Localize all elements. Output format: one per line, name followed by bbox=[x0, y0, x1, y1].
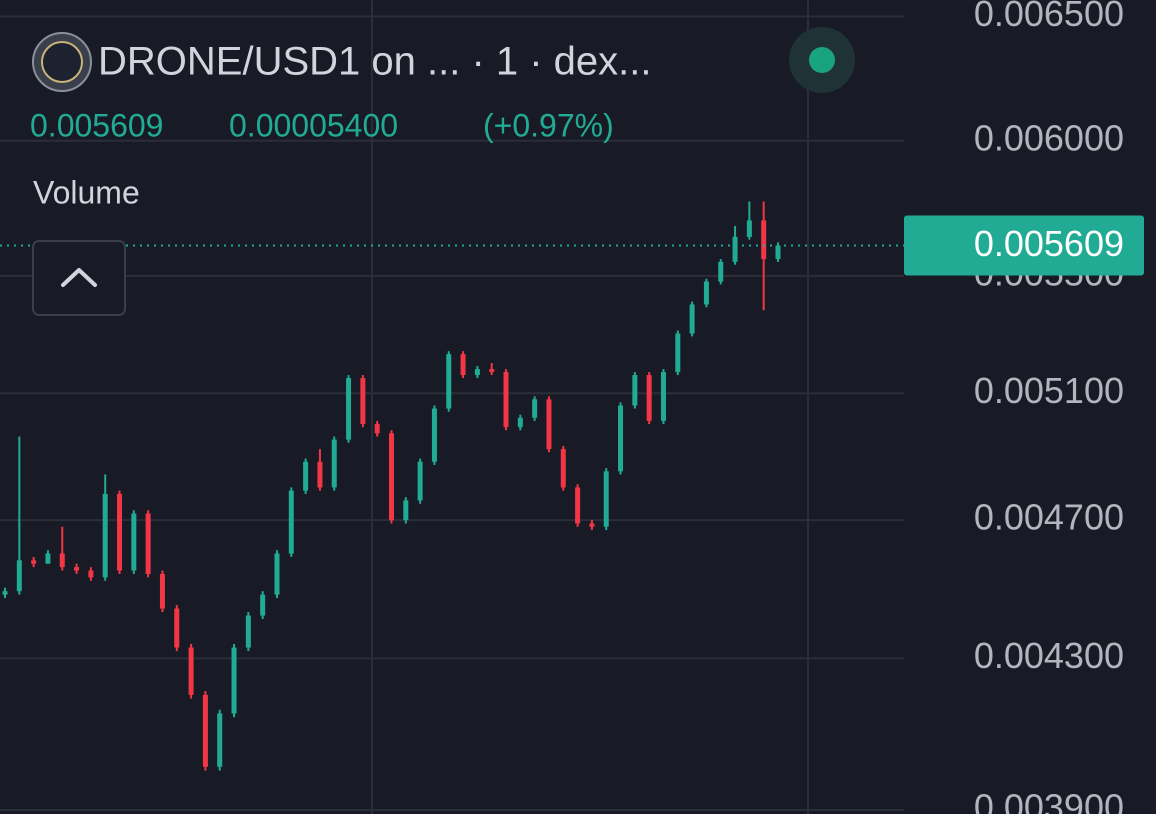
y-tick-label: 0.006000 bbox=[974, 117, 1124, 158]
last-price-badge bbox=[904, 215, 1144, 276]
candle-body bbox=[288, 490, 294, 554]
collapse-button[interactable] bbox=[32, 240, 126, 316]
price-change-percent: (+0.97%) bbox=[483, 107, 614, 143]
candle-body bbox=[174, 608, 180, 648]
candle-body bbox=[245, 615, 251, 648]
candle-body bbox=[145, 513, 151, 574]
last-price: 0.005609 bbox=[30, 107, 163, 143]
candle-body bbox=[632, 375, 638, 406]
price-change: 0.00005400 bbox=[229, 107, 398, 143]
candle-body bbox=[374, 424, 380, 434]
candle-body bbox=[117, 493, 123, 571]
candle-body bbox=[188, 647, 194, 695]
candles bbox=[2, 201, 781, 771]
candle-body bbox=[718, 261, 724, 282]
volume-label: Volume bbox=[33, 174, 140, 210]
candle-body bbox=[761, 220, 767, 260]
candle-body bbox=[660, 372, 666, 421]
candle-body bbox=[31, 560, 37, 564]
candle-body bbox=[217, 713, 223, 767]
y-tick-label: 0.006500 bbox=[974, 0, 1124, 34]
candle-body bbox=[589, 523, 595, 527]
symbol-header: DRONE/USD1 on ... · 1 · dex... 0.005609 … bbox=[30, 27, 855, 316]
candle-body bbox=[560, 449, 566, 488]
candle-body bbox=[474, 369, 480, 376]
candle-body bbox=[317, 461, 323, 488]
symbol-title[interactable]: DRONE/USD1 on ... · 1 · dex... bbox=[98, 40, 652, 84]
grid bbox=[0, 15, 904, 812]
logo-inner bbox=[41, 41, 83, 83]
candle-body bbox=[403, 500, 409, 521]
y-tick-label: 0.003900 bbox=[974, 787, 1124, 814]
candle-body bbox=[74, 567, 80, 571]
candle-body bbox=[532, 399, 538, 418]
candle-body bbox=[231, 647, 237, 714]
candle-body bbox=[489, 369, 495, 373]
candle-body bbox=[389, 433, 394, 521]
candle-body bbox=[703, 281, 709, 305]
candle-body bbox=[689, 304, 695, 334]
candle-body bbox=[88, 570, 94, 578]
candle-body bbox=[746, 220, 752, 237]
candle-body bbox=[603, 471, 609, 527]
candle-body bbox=[431, 408, 437, 462]
candle-body bbox=[274, 553, 280, 595]
candle-body bbox=[159, 573, 165, 609]
candle-body bbox=[45, 553, 51, 564]
candle-body bbox=[2, 591, 8, 595]
candle-body bbox=[675, 333, 681, 373]
candle-body bbox=[303, 461, 309, 491]
candle-body bbox=[460, 354, 466, 376]
candle-body bbox=[331, 439, 337, 488]
candle-body bbox=[131, 513, 137, 571]
candle-body bbox=[346, 378, 352, 440]
last-price-badge-label: 0.005609 bbox=[974, 223, 1124, 264]
y-tick-label: 0.005100 bbox=[974, 370, 1124, 411]
candle-body bbox=[16, 560, 22, 592]
candle-body bbox=[446, 354, 452, 409]
y-tick-label: 0.004700 bbox=[974, 497, 1124, 538]
candle-body bbox=[618, 405, 624, 472]
candle-body bbox=[732, 236, 738, 262]
candle-body bbox=[575, 487, 581, 524]
status-dot bbox=[809, 47, 835, 73]
candle-body bbox=[360, 378, 366, 425]
candle-body bbox=[646, 375, 652, 421]
candle-body bbox=[202, 694, 208, 767]
candle-body bbox=[775, 245, 781, 260]
candle-body bbox=[102, 493, 108, 578]
candle-body bbox=[260, 594, 266, 616]
candle-body bbox=[517, 417, 523, 428]
candle-body bbox=[503, 372, 509, 428]
candle-body bbox=[59, 553, 65, 568]
candle-body bbox=[417, 461, 423, 501]
y-tick-label: 0.004300 bbox=[974, 635, 1124, 676]
candle-body bbox=[546, 399, 552, 450]
chevron-icon bbox=[61, 268, 97, 287]
